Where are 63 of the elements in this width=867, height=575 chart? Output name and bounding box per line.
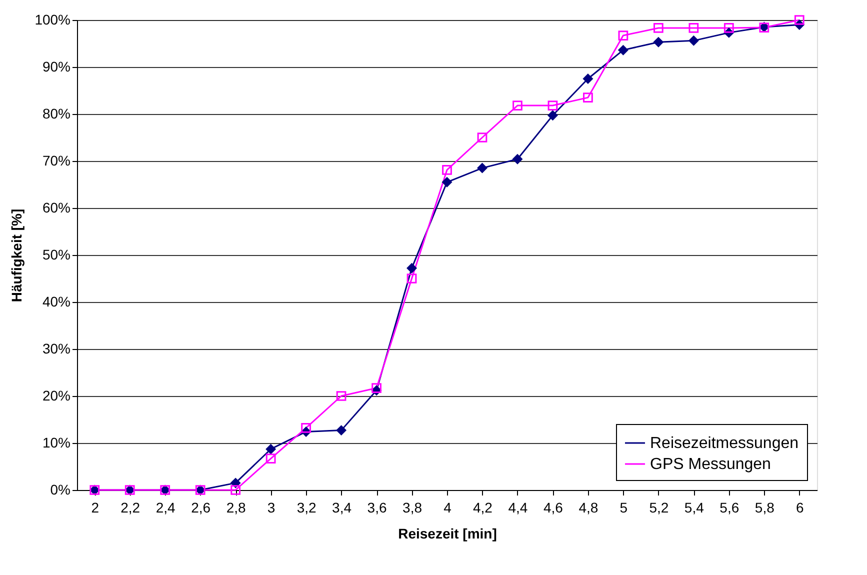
point	[724, 23, 734, 33]
point	[477, 163, 488, 173]
point	[512, 100, 522, 110]
point	[512, 154, 522, 164]
x-tick-label: 4,2	[473, 500, 493, 516]
x-tick-label: 5	[620, 500, 628, 516]
x-tick-label: 4,8	[578, 500, 598, 516]
x-tick-label: 4,6	[543, 500, 564, 516]
point	[653, 23, 664, 33]
x-tick-label: 3,2	[296, 500, 316, 516]
point	[230, 485, 241, 495]
y-tick-label: 40%	[42, 294, 70, 310]
y-tick-label: 30%	[42, 340, 70, 356]
x-tick-label: 4,4	[508, 500, 528, 516]
y-tick-label: 90%	[42, 58, 70, 74]
point	[266, 444, 276, 454]
y-tick-label: 80%	[42, 106, 70, 122]
x-axis-title: Reisezeit [min]	[398, 526, 497, 542]
y-axis-title: Häufigkeit [%]	[8, 208, 25, 302]
point	[406, 263, 417, 274]
y-tick-label: 10%	[42, 434, 70, 450]
point	[406, 274, 417, 284]
point	[266, 454, 276, 464]
x-tick-label: 2	[91, 500, 100, 516]
y-tick-label: 50%	[42, 246, 70, 262]
x-tick-label: 2,8	[226, 500, 246, 516]
point	[442, 177, 452, 188]
x-tick-label: 3,8	[402, 500, 422, 516]
point	[301, 423, 311, 433]
y-tick-label: 0%	[50, 482, 70, 498]
x-tick-label: 3,6	[367, 500, 387, 516]
point	[583, 92, 593, 102]
y-tick-label: 60%	[42, 200, 70, 216]
point	[688, 23, 699, 33]
point	[336, 391, 346, 401]
point	[583, 74, 593, 84]
x-tick-label: 5,8	[754, 500, 775, 516]
x-tick-label: 4	[444, 500, 452, 516]
point	[618, 30, 628, 40]
point	[336, 425, 346, 436]
point	[794, 15, 804, 25]
point	[653, 37, 664, 48]
legend-label: GPS Messungen	[650, 456, 771, 473]
point	[442, 164, 452, 175]
y-tick-label: 100%	[34, 12, 70, 28]
x-tick-label: 2,6	[191, 500, 211, 516]
x-tick-label: 5,6	[720, 500, 740, 516]
y-tick-label: 70%	[42, 152, 70, 168]
point	[548, 100, 558, 110]
point	[548, 110, 558, 120]
x-tick-label: 2,4	[156, 500, 176, 516]
x-tick-label: 5,2	[649, 500, 669, 516]
x-tick-label: 6	[796, 500, 804, 516]
x-tick-label: 5,4	[684, 500, 704, 516]
x-tick-label: 3	[267, 500, 276, 516]
x-tick-label: 3,4	[332, 500, 352, 516]
legend-label: Reisezeitmessungen	[650, 435, 799, 452]
y-tick-label: 20%	[42, 388, 70, 404]
point	[688, 36, 699, 46]
x-tick-label: 2,2	[120, 500, 140, 516]
point	[477, 132, 488, 142]
point	[618, 45, 628, 56]
point	[372, 383, 382, 393]
